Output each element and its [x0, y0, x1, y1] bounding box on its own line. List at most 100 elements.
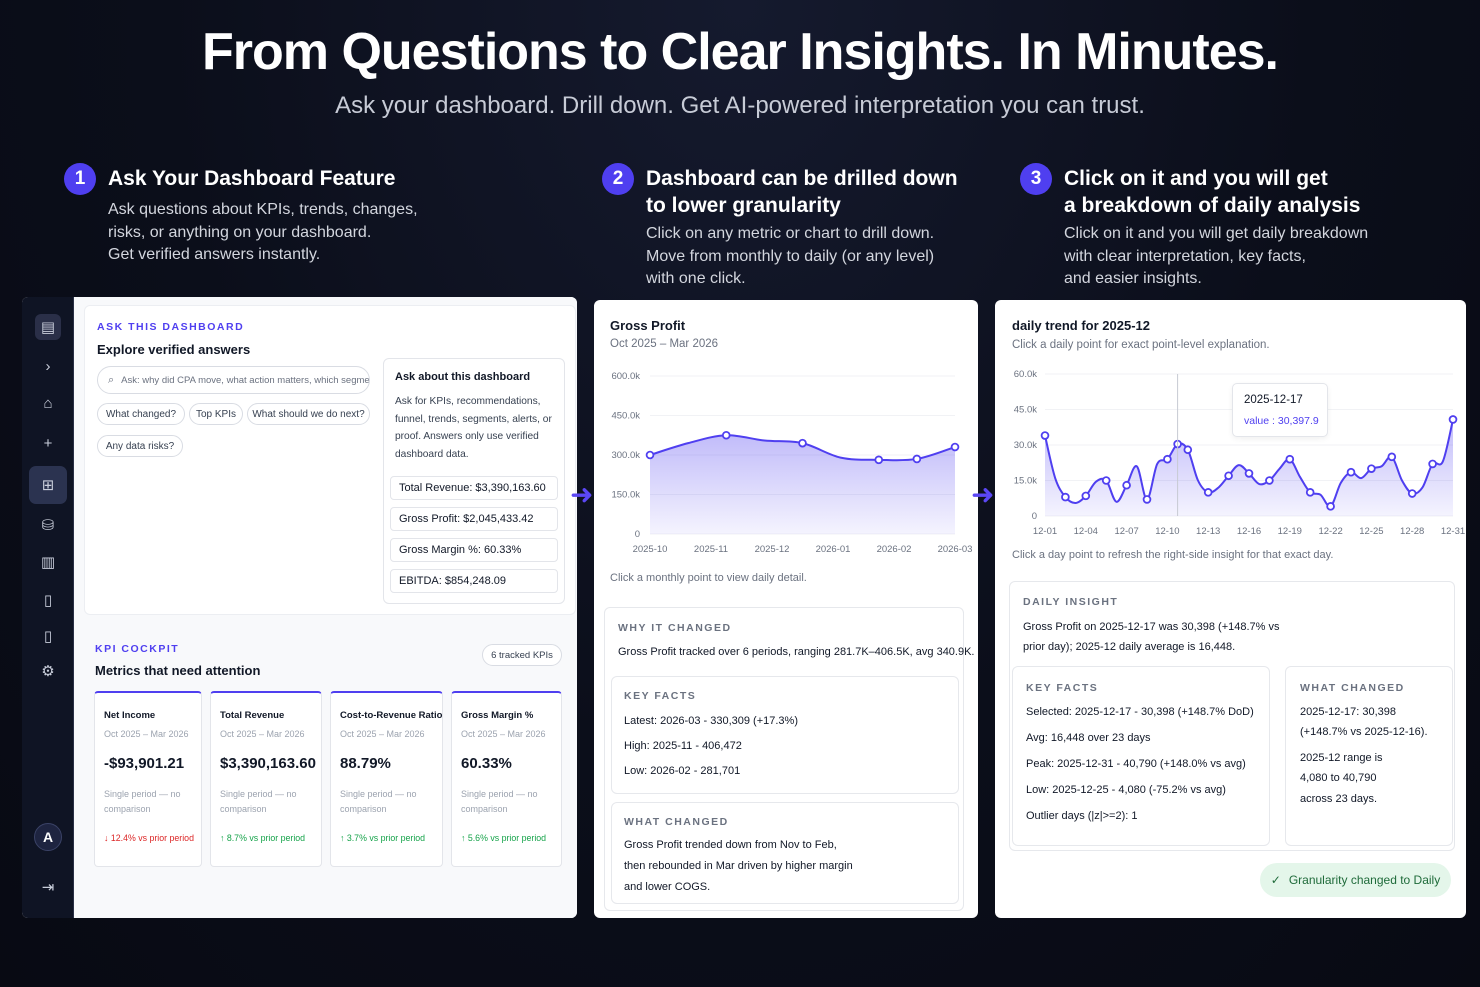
database-icon[interactable]: ⛁	[41, 517, 55, 534]
check-icon: ✓	[1270, 873, 1281, 887]
data-point[interactable]	[1122, 480, 1131, 490]
fact-outliers: Outlier days (|z|>=2): 1	[1026, 810, 1138, 822]
data-point[interactable]	[1448, 415, 1458, 424]
data-point[interactable]	[950, 442, 960, 452]
data-point[interactable]	[1387, 452, 1397, 462]
changed-line: and lower COGS.	[624, 881, 711, 893]
area-fill	[650, 435, 955, 534]
chip-next-steps[interactable]: What should we do next?	[247, 403, 370, 425]
y-tick-label: 300.0k	[611, 450, 640, 461]
kpi-name: Total Revenue	[220, 710, 285, 721]
x-tick-label: 2026-02	[877, 544, 912, 555]
logout-icon[interactable]: ⇥	[41, 879, 55, 896]
data-point[interactable]	[1407, 489, 1417, 498]
fact-ebitda[interactable]: EBITDA: $854,248.09	[390, 569, 558, 593]
data-point[interactable]	[1346, 467, 1356, 477]
x-tick-label: 12-28	[1400, 526, 1424, 537]
data-point[interactable]	[645, 450, 655, 460]
x-tick-label: 2025-12	[755, 544, 790, 555]
chevron-right-icon[interactable]: ›	[45, 357, 51, 375]
data-point[interactable]	[1081, 491, 1091, 501]
daily-trend-chart[interactable]: 0 15.0k 30.0k 45.0k 60.0k 12-01 12-04 12-07 12-1…	[995, 362, 1466, 542]
search-placeholder: Ask: why did CPA move, what action matte…	[121, 374, 370, 386]
data-point[interactable]	[1305, 488, 1315, 497]
y-tick-label: 450.0k	[611, 411, 640, 422]
gear-icon[interactable]: ⚙	[41, 663, 55, 680]
kpi-card-cost-revenue-ratio[interactable]: Cost-to-Revenue Ratio Oct 2025 – Mar 202…	[330, 691, 443, 867]
data-point[interactable]	[1101, 476, 1111, 485]
step-title: Ask Your Dashboard Feature	[108, 167, 396, 190]
daily-trend-panel: daily trend for 2025-12 Click a daily po…	[995, 300, 1466, 918]
data-point[interactable]	[1265, 476, 1274, 485]
data-point[interactable]	[874, 455, 884, 465]
data-point[interactable]	[1061, 492, 1070, 502]
file-icon[interactable]: ▯	[43, 628, 53, 645]
kpi-period: Oct 2025 – Mar 2026	[220, 729, 305, 739]
data-point[interactable]	[798, 438, 807, 448]
insight-label: DAILY INSIGHT	[1023, 596, 1119, 608]
ask-title: Explore verified answers	[97, 342, 251, 357]
chip-top-kpis[interactable]: Top KPIs	[189, 403, 243, 425]
data-point[interactable]	[721, 430, 731, 440]
grid-icon[interactable]: ⊞	[29, 466, 67, 504]
fact-total-revenue[interactable]: Total Revenue: $3,390,163.60	[390, 476, 558, 500]
data-point[interactable]	[912, 454, 922, 464]
key-facts-box: KEY FACTS Selected: 2025-12-17 - 30,398 …	[1012, 666, 1270, 846]
tooltip-date: 2025-12-17	[1244, 394, 1303, 406]
x-tick-label: 12-16	[1237, 526, 1261, 537]
gross-profit-panel: Gross Profit Oct 2025 – Mar 2026 0 150.0k…	[594, 300, 978, 918]
kpi-note: Single period — no comparison	[220, 789, 297, 814]
kpi-card-gross-margin[interactable]: Gross Margin % Oct 2025 – Mar 2026 60.33…	[451, 691, 562, 867]
tracked-kpis-badge[interactable]: 6 tracked KPIs	[482, 644, 562, 666]
explanation-box: WHY IT CHANGED Gross Profit tracked over…	[604, 607, 975, 911]
what-changed-box: WHAT CHANGED 2025-12-17: 30,398 (+148.7%…	[1285, 666, 1453, 846]
data-point[interactable]	[1428, 459, 1437, 469]
data-point[interactable]	[1142, 495, 1152, 504]
data-point[interactable]	[1244, 469, 1254, 478]
what-changed-box: WHAT CHANGED Gross Profit trended down f…	[611, 802, 959, 904]
data-point[interactable]	[1203, 488, 1213, 497]
plus-icon[interactable]: +	[43, 434, 53, 452]
data-point[interactable]	[1367, 464, 1376, 473]
home-icon[interactable]: ⌂	[43, 394, 53, 412]
y-tick-label: 150.0k	[611, 490, 640, 501]
dashboard-icon[interactable]: ▤	[35, 314, 61, 340]
data-point[interactable]	[1040, 431, 1050, 440]
document-icon[interactable]: ▯	[43, 592, 53, 609]
chart-subtitle: Oct 2025 – Mar 2026	[610, 338, 719, 350]
kpi-card-total-revenue[interactable]: Total Revenue Oct 2025 – Mar 2026 $3,390…	[210, 691, 322, 867]
insight-line: prior day); 2025-12 daily average is 16,…	[1023, 641, 1236, 653]
kpi-name: Gross Margin %	[461, 710, 534, 721]
search-icon: ⌕	[108, 373, 115, 386]
chip-what-changed[interactable]: What changed?	[97, 403, 185, 425]
fact-gross-profit[interactable]: Gross Profit: $2,045,433.42	[390, 507, 558, 531]
kpi-delta: ↓ 12.4% vs prior period	[104, 833, 194, 843]
kpi-note: Single period — no comparison	[461, 789, 538, 814]
changed-line: 4,080 to 40,790	[1300, 772, 1377, 784]
fact-selected: Selected: 2025-12-17 - 30,398 (+148.7% D…	[1026, 706, 1254, 718]
hero-title: From Questions to Clear Insights. In Min…	[202, 23, 1279, 81]
gross-profit-chart[interactable]: 0 150.0k 300.0k 450.0k 600.0k 2025-10 2025-11 2…	[594, 360, 978, 560]
y-tick-label: 0	[1032, 511, 1037, 522]
fact-low: Low: 2025-12-25 - 4,080 (-75.2% vs avg)	[1026, 784, 1226, 796]
report-icon[interactable]: ▥	[40, 554, 56, 571]
search-input[interactable]: ⌕ Ask: why did CPA move, what action mat…	[97, 366, 370, 394]
data-point[interactable]	[1326, 502, 1335, 511]
kpi-card-net-income[interactable]: Net Income Oct 2025 – Mar 2026 -$93,901.…	[94, 691, 202, 867]
kpi-period: Oct 2025 – Mar 2026	[461, 729, 546, 739]
data-point[interactable]	[1224, 471, 1233, 481]
x-tick-label: 12-07	[1114, 526, 1138, 537]
data-point[interactable]	[1285, 454, 1295, 464]
fact-gross-margin[interactable]: Gross Margin %: 60.33%	[390, 538, 558, 562]
kpi-period: Oct 2025 – Mar 2026	[340, 729, 425, 739]
data-point[interactable]	[1183, 445, 1193, 455]
granularity-toast[interactable]: ✓ Granularity changed to Daily	[1260, 863, 1451, 897]
kpi-title: Metrics that need attention	[95, 663, 261, 678]
y-tick-label: 60.0k	[1014, 369, 1037, 380]
kpi-label: KPI COCKPIT	[95, 643, 180, 655]
step-2: 2 Dashboard can be drilled down to lower…	[602, 163, 1002, 293]
chip-data-risks[interactable]: Any data risks?	[97, 435, 183, 457]
data-point[interactable]	[1163, 454, 1172, 464]
step-3: 3 Click on it and you will get a breakdo…	[1020, 163, 1440, 293]
avatar[interactable]: A	[34, 823, 62, 851]
